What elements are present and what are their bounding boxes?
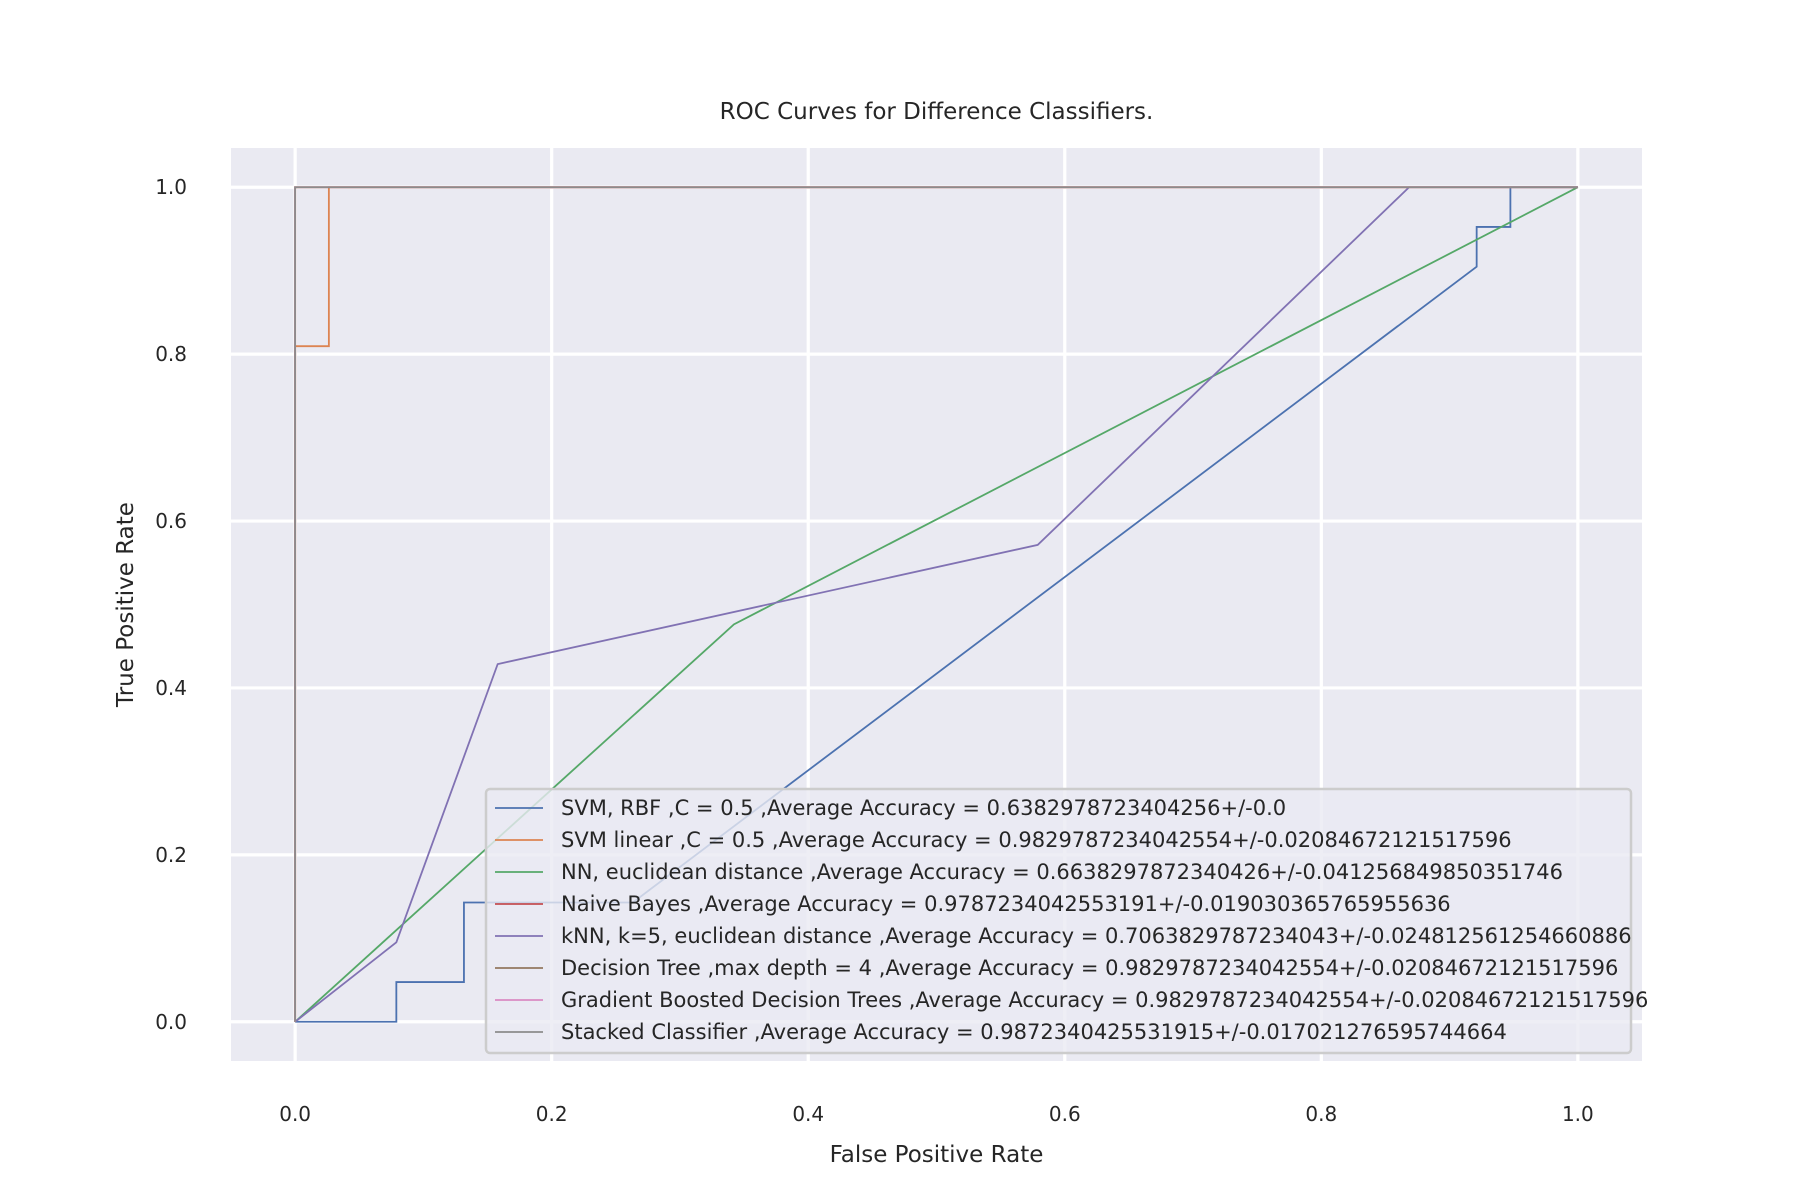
legend-label: SVM, RBF ,C = 0.5 ,Average Accuracy = 0.… bbox=[561, 796, 1286, 820]
grid bbox=[231, 148, 1642, 1061]
legend-label: kNN, k=5, euclidean distance ,Average Ac… bbox=[561, 924, 1632, 948]
legend-label: NN, euclidean distance ,Average Accuracy… bbox=[561, 860, 1563, 884]
legend-item: Stacked Classifier ,Average Accuracy = 0… bbox=[495, 1020, 1507, 1044]
legend-item: Gradient Boosted Decision Trees ,Average… bbox=[495, 988, 1648, 1012]
y-tick-label: 1.0 bbox=[155, 175, 187, 199]
x-tick-label: 0.8 bbox=[1305, 1102, 1337, 1126]
series-group bbox=[294, 186, 1579, 1023]
legend-label: Gradient Boosted Decision Trees ,Average… bbox=[561, 988, 1648, 1012]
x-tick-label: 0.4 bbox=[792, 1102, 824, 1126]
series-line-3 bbox=[294, 186, 1579, 1023]
x-tick-label: 0.2 bbox=[536, 1102, 568, 1126]
x-tick-label: 1.0 bbox=[1562, 1102, 1594, 1126]
y-tick-label: 0.6 bbox=[155, 509, 187, 533]
y-tick-labels: 0.0 0.2 0.4 0.6 0.8 1.0 bbox=[155, 175, 187, 1034]
legend-label: SVM linear ,C = 0.5 ,Average Accuracy = … bbox=[561, 828, 1512, 852]
legend-item: Naive Bayes ,Average Accuracy = 0.978723… bbox=[495, 892, 1451, 916]
x-tick-label: 0.6 bbox=[1049, 1102, 1081, 1126]
y-axis-label: True Positive Rate bbox=[113, 502, 139, 708]
legend: SVM, RBF ,C = 0.5 ,Average Accuracy = 0.… bbox=[484, 787, 1648, 1055]
x-tick-labels: 0.0 0.2 0.4 0.6 0.8 1.0 bbox=[279, 1102, 1594, 1126]
y-tick-label: 0.4 bbox=[155, 676, 187, 700]
legend-item: kNN, k=5, euclidean distance ,Average Ac… bbox=[495, 924, 1632, 948]
legend-item: SVM, RBF ,C = 0.5 ,Average Accuracy = 0.… bbox=[495, 796, 1286, 820]
legend-label: Stacked Classifier ,Average Accuracy = 0… bbox=[561, 1020, 1507, 1044]
legend-label: Naive Bayes ,Average Accuracy = 0.978723… bbox=[561, 892, 1451, 916]
chart-title: ROC Curves for Difference Classifiers. bbox=[720, 99, 1154, 125]
legend-label: Decision Tree ,max depth = 4 ,Average Ac… bbox=[561, 956, 1618, 980]
y-tick-label: 0.0 bbox=[155, 1010, 187, 1034]
legend-item: Decision Tree ,max depth = 4 ,Average Ac… bbox=[495, 956, 1618, 980]
series-line-8 bbox=[294, 186, 1578, 1022]
y-tick-label: 0.2 bbox=[155, 843, 187, 867]
legend-item: NN, euclidean distance ,Average Accuracy… bbox=[495, 860, 1563, 884]
x-tick-label: 0.0 bbox=[279, 1102, 311, 1126]
legend-item: SVM linear ,C = 0.5 ,Average Accuracy = … bbox=[495, 828, 1512, 852]
y-tick-label: 0.8 bbox=[155, 342, 187, 366]
legend-box bbox=[484, 787, 1633, 1055]
x-axis-label: False Positive Rate bbox=[830, 1142, 1044, 1168]
